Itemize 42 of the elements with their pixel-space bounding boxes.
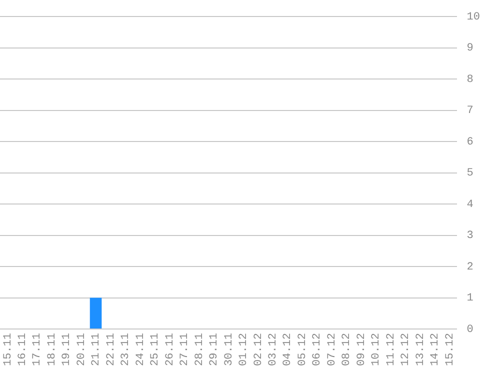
x-tick-label: 15.11 [2,332,14,366]
x-tick-label: 28.11 [194,332,206,366]
x-tick-label: 26.11 [164,332,176,366]
y-tick-label: 9 [466,42,474,55]
x-tick-label: 02.12 [252,332,265,366]
y-tick-label: 7 [466,105,474,118]
x-tick-label: 21.11 [90,332,103,366]
x-tick-label: 13.12 [414,332,427,366]
x-tick-label: 08.12 [341,332,354,366]
x-tick-label: 20.11 [76,332,88,366]
x-tick-label: 05.12 [296,332,309,366]
x-tick-label: 07.12 [326,332,338,366]
x-tick-label: 18.11 [46,332,58,366]
x-tick-label: 27.11 [179,332,192,366]
x-tick-label: 06.12 [312,332,324,366]
y-tick-label: 8 [466,74,474,86]
x-tick-label: 30.11 [223,332,236,366]
y-tick-label: 6 [466,136,474,148]
y-tick-label: 10 [466,12,480,24]
y-tick-label: 0 [466,324,474,336]
x-tick-label: 03.12 [268,332,280,366]
x-tick-label: 16.11 [17,332,30,366]
x-tick-label: 01.12 [238,332,250,366]
x-tick-label: 14.12 [430,332,442,366]
y-tick-label: 3 [466,230,474,242]
y-tick-label: 4 [466,198,474,211]
x-tick-label: 17.11 [32,332,44,366]
x-tick-label: 12.12 [400,332,412,366]
x-tick-label: 10.12 [370,332,383,366]
y-tick-label: 2 [466,261,474,274]
x-tick-label: 23.11 [120,332,132,366]
x-tick-label: 19.11 [61,332,74,366]
x-tick-label: 04.12 [282,332,294,366]
x-tick-label: 29.11 [208,332,221,366]
x-tick-label: 09.12 [356,332,368,366]
x-tick-label: 24.11 [134,332,147,366]
x-tick-label: 25.11 [150,332,162,366]
x-tick-label: 11.12 [385,332,398,366]
x-tick-label: 15.12 [444,332,456,366]
x-tick-label: 22.11 [105,332,118,366]
y-tick-label: 5 [466,168,474,180]
y-tick-label: 1 [466,292,474,305]
